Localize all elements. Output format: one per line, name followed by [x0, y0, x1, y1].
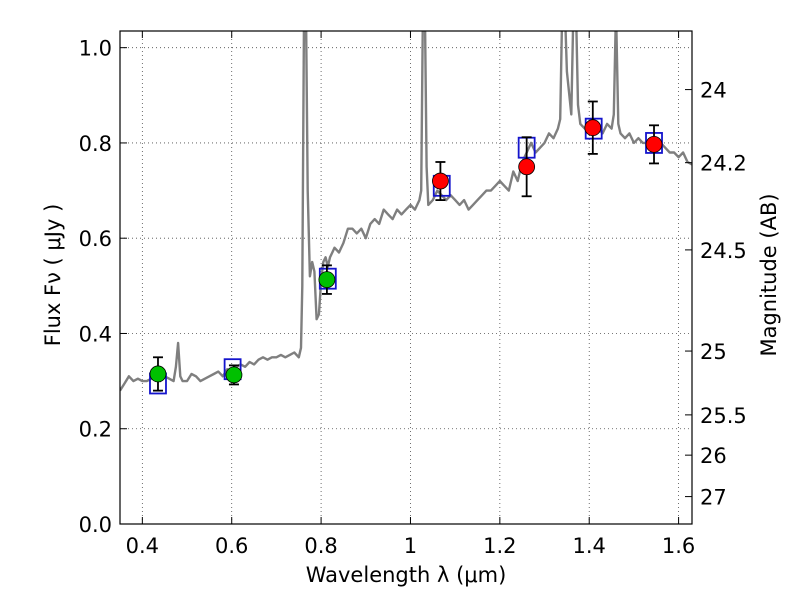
- y-tick-label: 0.4: [79, 322, 112, 346]
- mag-tick-label: 27: [700, 486, 727, 510]
- model-photometry-series: [149, 117, 663, 395]
- mag-tick-label: 26: [700, 444, 727, 468]
- mag-tick-label: 24.2: [700, 152, 747, 176]
- x-tick-label: 1.6: [662, 534, 695, 558]
- x-tick-label: 1.2: [483, 534, 516, 558]
- observed-point: [318, 271, 336, 289]
- observed-photometry-series: [149, 100, 663, 392]
- grid-lines: [120, 31, 692, 525]
- spectrum-line: [120, 31, 692, 392]
- observed-point: [149, 365, 167, 383]
- observed-point: [225, 366, 243, 384]
- axis-ticks: 0.4 0.6 0.8 1 1.2 1.4 1.6 0.0 0.2 0.4 0.6 0.8 1.0 24 2…: [79, 31, 747, 558]
- x-tick-label: 0.4: [126, 534, 159, 558]
- x-tick-label: 0.6: [215, 534, 248, 558]
- mag-tick-label: 24: [700, 79, 727, 103]
- spectrum-series: [120, 31, 692, 392]
- observed-point: [645, 135, 663, 153]
- y-tick-label: 0.8: [79, 132, 112, 156]
- mag-tick-label: 25: [700, 340, 727, 364]
- observed-point: [518, 158, 536, 176]
- mag-tick-label: 25.5: [700, 404, 747, 428]
- observed-point: [584, 119, 602, 137]
- x-tick-label: 0.8: [304, 534, 337, 558]
- right-axis-label: Magnitude (AB): [757, 193, 781, 356]
- x-tick-label: 1.4: [573, 534, 606, 558]
- mag-tick-label: 24.5: [700, 239, 747, 263]
- plot-frame: [119, 30, 693, 525]
- y-axis-label: Flux Fν ( μJy ): [41, 204, 65, 347]
- x-tick-label: 1: [404, 534, 417, 558]
- y-tick-label: 0.2: [79, 418, 112, 442]
- y-tick-label: 1.0: [79, 37, 112, 61]
- y-tick-label: 0.6: [79, 227, 112, 251]
- observed-point: [432, 172, 449, 190]
- x-axis-label: Wavelength λ (μm): [306, 563, 507, 587]
- y-tick-label: 0.0: [79, 513, 112, 537]
